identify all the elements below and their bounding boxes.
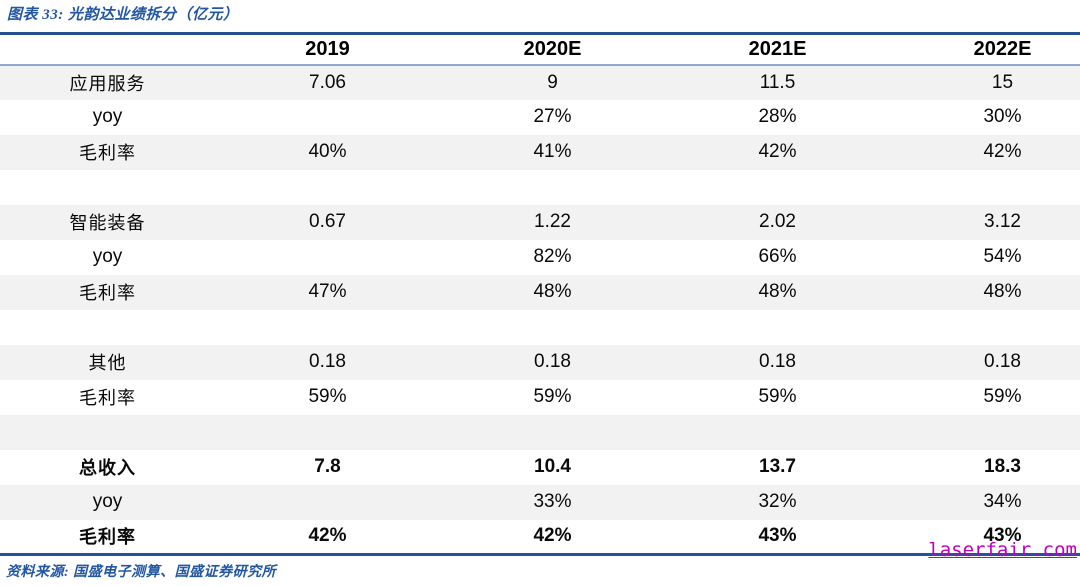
cell-value: 59% <box>533 386 572 407</box>
cell-value: 59% <box>758 386 797 407</box>
cell-value: 28% <box>758 106 797 127</box>
cell-value <box>215 485 440 520</box>
table-row: 毛利率 59% 59% 59% 59% <box>0 380 1080 415</box>
table-row: 总收入 7.8 10.4 13.7 18.3 <box>0 450 1080 485</box>
cell-value <box>440 310 665 345</box>
cell-value: 66% <box>758 246 797 267</box>
cell-value <box>890 415 1080 450</box>
cell-value: 59% <box>308 386 347 407</box>
cell-value <box>890 310 1080 345</box>
row-label: 智能装备 <box>69 213 146 233</box>
cell-value: 13.7 <box>759 456 796 477</box>
cell-value: 33% <box>533 491 572 512</box>
cell-value: 42% <box>983 141 1022 162</box>
cell-value: 34% <box>983 491 1022 512</box>
source-note: 资料来源: 国盛电子测算、国盛证券研究所 <box>6 565 277 580</box>
cell-value: 40% <box>308 141 347 162</box>
performance-table: 2019 2020E 2021E 2022E 应用服务 7.06 9 11.5 15 yo… <box>0 32 1080 556</box>
spacer-row <box>0 310 1080 345</box>
row-label <box>0 310 215 345</box>
row-label: 毛利率 <box>79 388 136 408</box>
table-row: yoy 33% 32% 34% <box>0 484 1080 520</box>
table-row: 应用服务 7.06 9 11.5 15 <box>0 64 1080 100</box>
cell-value: 1.22 <box>534 211 571 232</box>
header-cell-blank <box>0 34 215 65</box>
table-row: 其他 0.18 0.18 0.18 0.18 <box>0 344 1080 380</box>
watermark: laserfair.com <box>928 539 1077 561</box>
cell-value: 0.18 <box>759 351 796 372</box>
cell-value: 43% <box>758 525 797 547</box>
cell-value: 2.02 <box>759 211 796 232</box>
table-header-row: 2019 2020E 2021E 2022E <box>0 34 1080 65</box>
cell-value: 27% <box>533 106 572 127</box>
row-label: 总收入 <box>79 458 136 478</box>
cell-value: 3.12 <box>984 211 1021 232</box>
cell-value <box>215 415 440 450</box>
cell-value: 42% <box>308 525 347 547</box>
table-row: 毛利率 42% 42% 43% 43% <box>0 520 1080 555</box>
cell-value: 48% <box>758 281 797 302</box>
cell-value <box>665 310 890 345</box>
cell-value <box>440 170 665 205</box>
row-label: 应用服务 <box>69 73 146 94</box>
cell-value <box>215 170 440 205</box>
table-row: 智能装备 0.67 1.22 2.02 3.12 <box>0 204 1080 240</box>
table-body: 应用服务 7.06 9 11.5 15 yoy 27% 28% 30% 毛利率 40% 41% 42% 4… <box>0 64 1080 555</box>
cell-value: 42% <box>758 141 797 162</box>
header-cell-2022e: 2022E <box>973 37 1032 60</box>
cell-value: 48% <box>983 281 1022 302</box>
cell-value: 42% <box>533 525 572 547</box>
cell-value: 15 <box>991 71 1014 93</box>
row-label: 毛利率 <box>79 283 136 303</box>
cell-value: 7.06 <box>309 71 346 93</box>
cell-value: 54% <box>983 246 1022 267</box>
row-label: yoy <box>92 491 123 512</box>
row-label: yoy <box>92 106 123 127</box>
header-cell-2021e: 2021E <box>748 37 807 60</box>
spacer-row <box>0 170 1080 205</box>
cell-value <box>890 170 1080 205</box>
cell-value: 11.5 <box>759 71 796 93</box>
figure-title: 图表 33: 光韵达业绩拆分（亿元） <box>7 7 239 23</box>
cell-value: 32% <box>758 491 797 512</box>
cell-value: 0.67 <box>309 211 346 232</box>
row-label: 毛利率 <box>79 143 136 163</box>
cell-value: 48% <box>533 281 572 302</box>
row-label <box>0 415 215 450</box>
cell-value: 30% <box>983 106 1022 127</box>
row-label: yoy <box>92 246 123 267</box>
header-cell-2020e: 2020E <box>523 37 582 60</box>
cell-value: 7.8 <box>314 456 341 477</box>
table-row: yoy 82% 66% 54% <box>0 240 1080 275</box>
table-container: 2019 2020E 2021E 2022E 应用服务 7.06 9 11.5 15 yo… <box>0 32 1080 556</box>
cell-value: 0.18 <box>534 351 571 372</box>
table-row: 毛利率 40% 41% 42% 42% <box>0 134 1080 170</box>
cell-value: 18.3 <box>984 456 1021 477</box>
cell-value <box>215 100 440 135</box>
cell-value <box>215 240 440 275</box>
row-label <box>0 170 215 205</box>
cell-value: 41% <box>533 141 572 162</box>
cell-value: 10.4 <box>534 456 571 477</box>
cell-value: 9 <box>547 71 558 93</box>
table-row: 毛利率 47% 48% 48% 48% <box>0 274 1080 310</box>
row-label: 毛利率 <box>79 527 136 548</box>
cell-value <box>665 170 890 205</box>
cell-value: 82% <box>533 246 572 267</box>
cell-value: 43% <box>983 525 1022 547</box>
cell-value: 47% <box>308 281 347 302</box>
cell-value <box>665 415 890 450</box>
cell-value: 59% <box>983 386 1022 407</box>
cell-value <box>440 415 665 450</box>
cell-value: 0.18 <box>984 351 1021 372</box>
row-label: 其他 <box>88 353 127 373</box>
cell-value <box>215 310 440 345</box>
header-cell-2019: 2019 <box>305 37 350 60</box>
table-row: yoy 27% 28% 30% <box>0 100 1080 135</box>
cell-value: 0.18 <box>309 351 346 372</box>
spacer-row <box>0 414 1080 450</box>
